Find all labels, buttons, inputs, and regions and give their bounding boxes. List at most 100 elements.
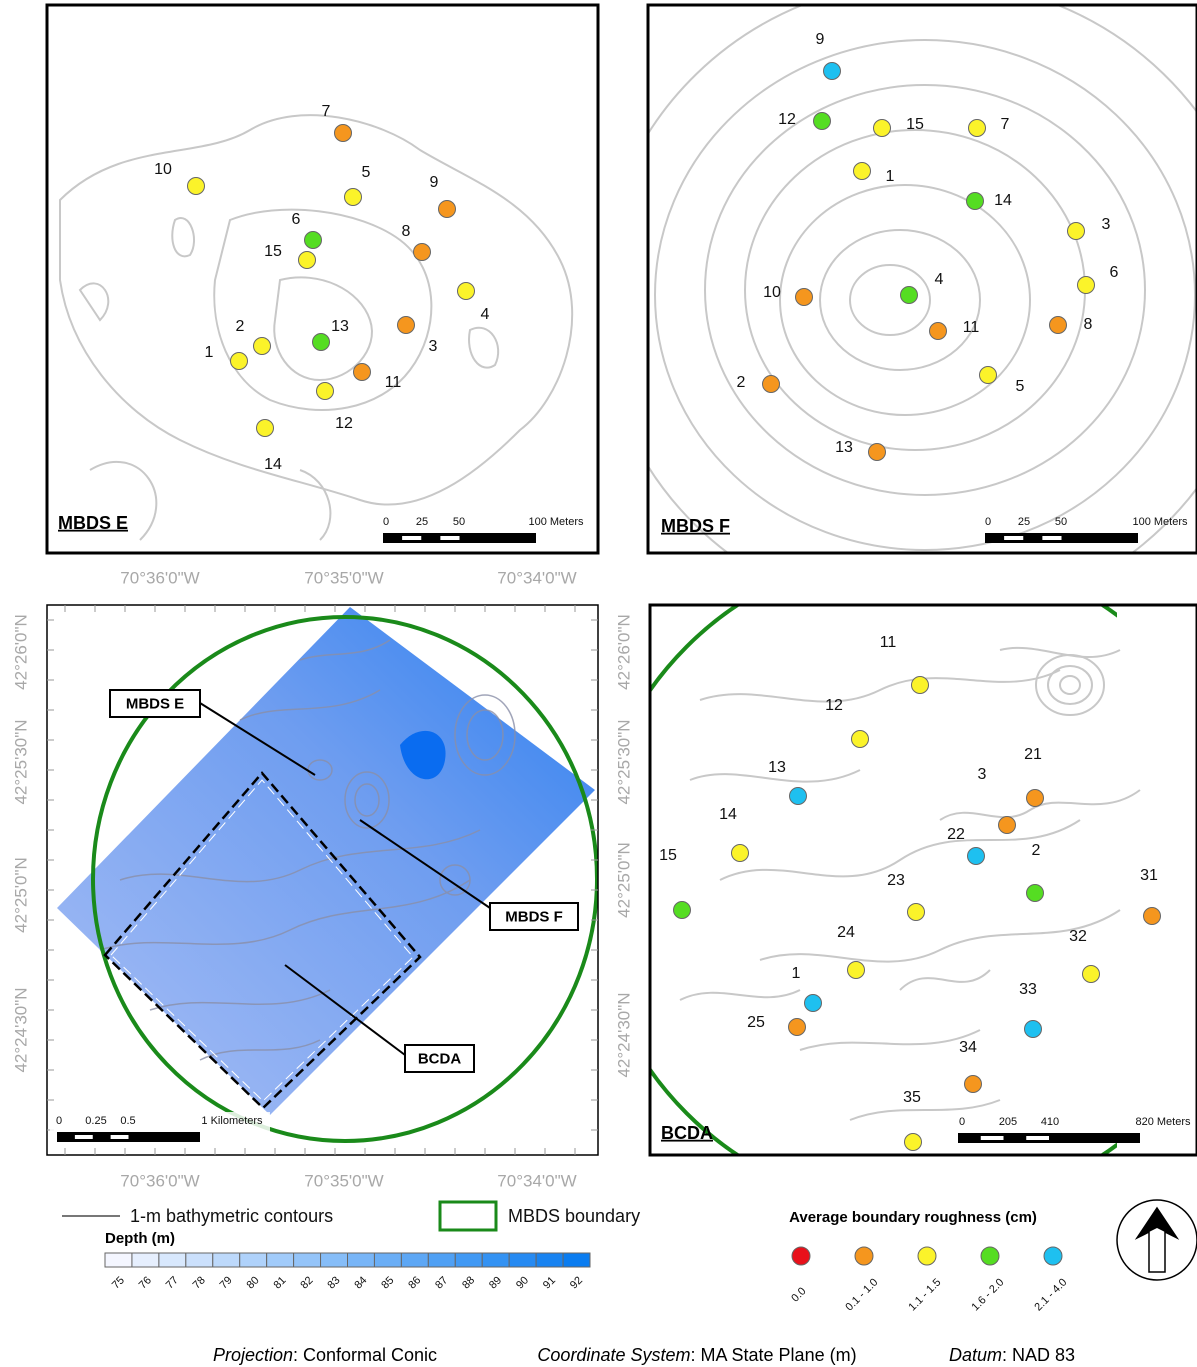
station-label: 11 (880, 634, 897, 651)
station-marker (854, 163, 871, 180)
depth-swatch (348, 1253, 375, 1267)
longitude-label: 70°36'0"W (120, 1171, 199, 1190)
footer-key: Datum (949, 1345, 1002, 1365)
station-marker (1027, 790, 1044, 807)
longitude-label: 70°35'0"W (304, 1171, 383, 1190)
longitude-label: 70°35'0"W (304, 568, 383, 587)
footer-value: MA State Plane (m) (701, 1345, 857, 1365)
legend-class-marker (918, 1247, 936, 1265)
station-label: 7 (1001, 116, 1010, 133)
station-marker (965, 1076, 982, 1093)
depth-label: 87 (433, 1274, 450, 1291)
station-marker (1068, 223, 1085, 240)
longitude-label: 70°34'0"W (497, 568, 576, 587)
station-label: 11 (963, 319, 980, 336)
scale-label: 0.25 (85, 1115, 106, 1127)
station-marker (674, 902, 691, 919)
footer-separator: : (293, 1345, 303, 1365)
station-label: 22 (947, 826, 965, 843)
station-label: 13 (331, 318, 349, 335)
station-marker (790, 788, 807, 805)
scale-label: 410 (1041, 1116, 1059, 1128)
callout-label: BCDA (418, 1050, 461, 1067)
station-label: 12 (825, 697, 843, 714)
depth-swatch (321, 1253, 348, 1267)
station-label: 9 (816, 31, 825, 48)
depth-label: 79 (218, 1274, 235, 1291)
station-marker (980, 367, 997, 384)
station-label: 34 (959, 1039, 977, 1056)
station-label: 6 (292, 211, 301, 228)
station-label: 5 (1016, 378, 1025, 395)
depth-label: 85 (379, 1274, 396, 1291)
station-label: 1 (205, 344, 214, 361)
station-marker (414, 244, 431, 261)
station-label: 12 (335, 415, 353, 432)
station-label: 25 (747, 1014, 765, 1031)
figure: 710596158421133111214MBDS E02550100 Mete… (0, 0, 1197, 1367)
footer-separator: : (691, 1345, 701, 1365)
station-label: 35 (903, 1089, 921, 1106)
panel-title: BCDA (661, 1123, 713, 1143)
footer-value: Conformal Conic (303, 1345, 437, 1365)
scale-label: 100 Meters (1132, 516, 1188, 528)
footer-separator: : (1002, 1345, 1012, 1365)
legend-title: Depth (m) (105, 1230, 175, 1247)
station-label: 4 (935, 271, 944, 288)
station-marker (257, 420, 274, 437)
legend-class-label: 1.6 - 2.0 (969, 1276, 1006, 1313)
scale-label: 0 (985, 516, 991, 528)
footer-value: NAD 83 (1012, 1345, 1075, 1365)
station-marker (805, 995, 822, 1012)
station-marker (969, 120, 986, 137)
station-label: 14 (719, 806, 737, 823)
depth-label: 77 (164, 1274, 181, 1291)
legend-boundary-swatch (440, 1202, 496, 1230)
station-label: 12 (778, 111, 796, 128)
contours-e (60, 115, 572, 540)
station-marker (354, 364, 371, 381)
longitude-label: 70°34'0"W (497, 1171, 576, 1190)
legend-class-marker (792, 1247, 810, 1265)
latitude-label: 42°25'0"N (614, 842, 633, 918)
scale-bar-segment (402, 536, 421, 540)
callout-label: MBDS F (505, 908, 563, 925)
station-marker (313, 334, 330, 351)
scale-bar-segment (981, 1136, 1004, 1140)
station-marker (1050, 317, 1067, 334)
station-label: 13 (835, 439, 853, 456)
scale-label: 50 (1055, 516, 1067, 528)
station-marker (796, 289, 813, 306)
station-marker (305, 232, 322, 249)
depth-label: 91 (541, 1274, 558, 1291)
station-label: 5 (362, 164, 371, 181)
depth-swatch (428, 1253, 455, 1267)
station-marker (732, 845, 749, 862)
scale-bar-segment (1004, 536, 1023, 540)
legend-class-marker (855, 1247, 873, 1265)
depth-swatch (401, 1253, 428, 1267)
legend-label: MBDS boundary (508, 1206, 640, 1226)
station-label: 13 (768, 759, 786, 776)
panel-title: MBDS F (661, 516, 730, 536)
latitude-label: 42°25'30"N (614, 719, 633, 804)
station-marker (901, 287, 918, 304)
depth-label: 83 (325, 1274, 342, 1291)
scale-label: 0 (383, 516, 389, 528)
station-label: 6 (1110, 264, 1119, 281)
station-marker (1144, 908, 1161, 925)
station-label: 32 (1069, 928, 1087, 945)
depth-swatch (563, 1253, 590, 1267)
station-marker (231, 353, 248, 370)
station-marker (968, 848, 985, 865)
depth-swatch (159, 1253, 186, 1267)
depth-label: 90 (514, 1274, 531, 1291)
station-marker (1078, 277, 1095, 294)
scale-label: 0 (56, 1115, 62, 1127)
station-label: 8 (1084, 316, 1093, 333)
depth-label: 86 (406, 1274, 423, 1291)
scale-label: 25 (1018, 516, 1030, 528)
station-marker (1027, 885, 1044, 902)
scale-label: 50 (453, 516, 465, 528)
depth-swatch (509, 1253, 536, 1267)
